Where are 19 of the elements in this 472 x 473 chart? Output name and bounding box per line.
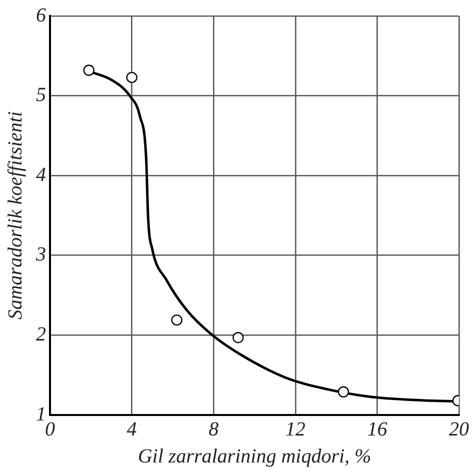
point	[232, 332, 244, 344]
point	[171, 314, 182, 326]
x-tick-label: 20	[449, 418, 469, 440]
point	[83, 64, 94, 76]
point	[126, 72, 138, 84]
x-tick-label: 16	[367, 418, 388, 440]
x-tick-label: 12	[285, 418, 306, 440]
y-tick-label: 2	[36, 323, 46, 346]
x-axis-title: Gil zarralarining miqdori, %	[138, 445, 372, 468]
y-axis-title: Samaradorlik koeffitsienti	[4, 111, 26, 320]
point	[338, 386, 350, 398]
y-tick-label: 6	[36, 4, 46, 26]
x-tick-label: 8	[208, 418, 219, 440]
y-tick-label: 3	[35, 244, 46, 266]
y-tick-label: 5	[36, 84, 46, 106]
y-tick-label: 1	[36, 403, 46, 426]
y-tick-label: 4	[36, 164, 46, 186]
x-tick-label: 4	[126, 418, 137, 440]
x-tick-label: 0	[45, 418, 55, 440]
